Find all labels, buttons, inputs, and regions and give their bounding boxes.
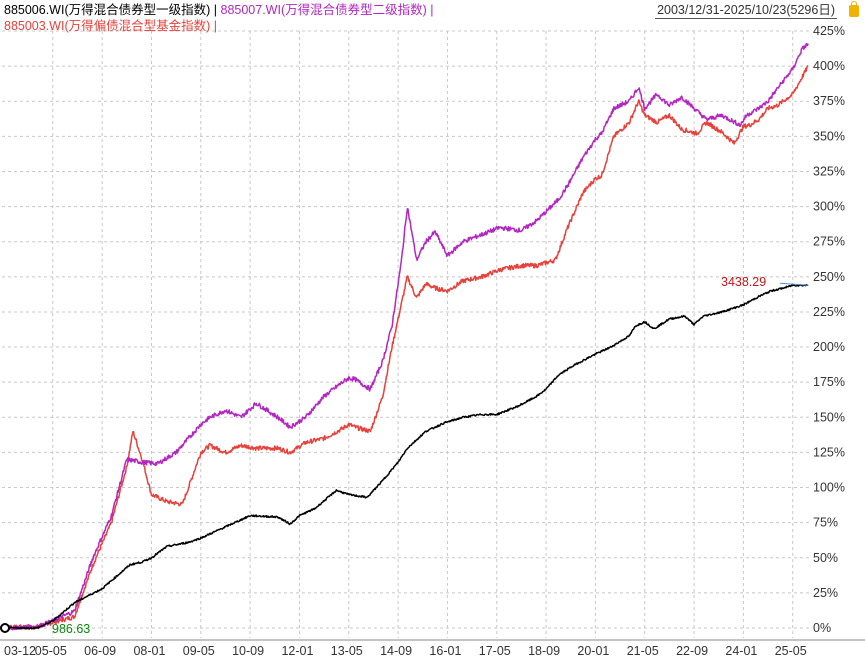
y-tick-label: 50% bbox=[813, 551, 838, 565]
y-tick-label: 250% bbox=[813, 270, 845, 284]
y-tick-label: 150% bbox=[813, 410, 845, 424]
y-tick-label: 350% bbox=[813, 129, 845, 143]
x-tick-label: 10-09 bbox=[232, 644, 264, 658]
gridlines bbox=[2, 30, 810, 638]
x-tick-label: 22-09 bbox=[676, 644, 708, 658]
y-tick-label: 375% bbox=[813, 94, 845, 108]
x-tick-label: 12-01 bbox=[281, 644, 313, 658]
y-tick-label: 175% bbox=[813, 375, 845, 389]
end-pointer bbox=[780, 282, 809, 286]
legend-series-1[interactable]: 885006.WI(万得混合债券型一级指数) | bbox=[4, 3, 218, 17]
x-tick-label: 14-09 bbox=[380, 644, 412, 658]
lock-icon[interactable] bbox=[849, 1, 859, 17]
legend-series-2[interactable]: 885007.WI(万得混合债券型二级指数) | bbox=[220, 3, 434, 17]
x-tick-label: 03-12 bbox=[4, 644, 36, 658]
series-line-2[interactable] bbox=[0, 42, 809, 631]
x-tick-label: 05-05 bbox=[35, 644, 67, 658]
end-value-label: 3438.29 bbox=[721, 275, 767, 289]
series-lines bbox=[0, 42, 809, 631]
x-tick-label: 09-05 bbox=[183, 644, 215, 658]
start-value-label: 986.63 bbox=[52, 622, 91, 636]
y-tick-label: 0% bbox=[813, 621, 831, 635]
x-tick-label: 08-01 bbox=[133, 644, 165, 658]
y-tick-label: 75% bbox=[813, 516, 838, 530]
x-tick-label: 25-05 bbox=[775, 644, 807, 658]
y-tick-label: 425% bbox=[813, 24, 845, 38]
annotation-marks bbox=[0, 282, 809, 633]
y-tick-label: 125% bbox=[813, 445, 845, 459]
y-tick-label: 225% bbox=[813, 305, 845, 319]
x-tick-label: 20-01 bbox=[577, 644, 609, 658]
x-tick-label: 21-05 bbox=[627, 644, 659, 658]
y-tick-label: 300% bbox=[813, 200, 845, 214]
y-tick-label: 200% bbox=[813, 340, 845, 354]
legend-series-3[interactable]: 885003.WI(万得偏债混合型基金指数) | bbox=[4, 19, 218, 33]
x-tick-label: 17-05 bbox=[479, 644, 511, 658]
y-tick-label: 100% bbox=[813, 481, 845, 495]
legend-row-1: 885006.WI(万得混合债券型一级指数) | 885007.WI(万得混合债… bbox=[4, 2, 434, 18]
legend-row-2: 885003.WI(万得偏债混合型基金指数) | bbox=[4, 18, 217, 34]
y-tick-label: 325% bbox=[813, 164, 845, 178]
x-tick-label: 24-01 bbox=[725, 644, 757, 658]
x-tick-label: 16-01 bbox=[429, 644, 461, 658]
x-tick-label: 18-09 bbox=[528, 644, 560, 658]
x-tick-label: 13-05 bbox=[331, 644, 363, 658]
y-tick-label: 25% bbox=[813, 586, 838, 600]
x-tick-label: 06-09 bbox=[84, 644, 116, 658]
y-tick-label: 275% bbox=[813, 235, 845, 249]
date-range-selector[interactable]: 2003/12/31-2025/10/23(5296日) bbox=[655, 3, 837, 19]
start-marker bbox=[0, 623, 10, 633]
series-line-1[interactable] bbox=[0, 283, 809, 630]
y-axis: 0% 25% 50% 75% 100% 125% 150% 175% 200% 225% 250% 2… bbox=[813, 24, 845, 635]
series-line-3[interactable] bbox=[0, 65, 809, 631]
y-tick-label: 400% bbox=[813, 59, 845, 73]
